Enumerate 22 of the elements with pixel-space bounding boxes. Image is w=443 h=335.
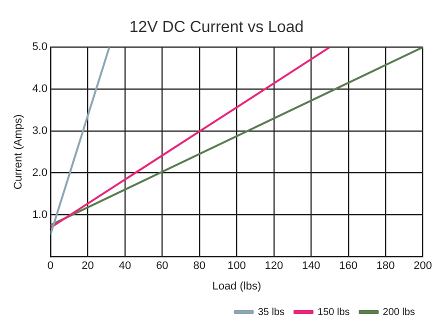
y-tick-label: 5.0 (32, 41, 48, 54)
legend-label: 35 lbs (258, 306, 285, 318)
x-tick-label: 80 (193, 260, 206, 272)
x-tick-label: 200 (414, 260, 432, 272)
x-tick-label: 20 (82, 260, 94, 272)
x-tick-label: 40 (118, 260, 132, 272)
x-axis-title: Load (lbs) (212, 280, 262, 292)
x-tick-label: 180 (376, 260, 395, 272)
legend-label: 150 lbs (318, 306, 350, 318)
x-tick-label: 0 (47, 260, 54, 272)
chart-title: 12V DC Current vs Load (129, 19, 304, 36)
x-tick-label: 140 (302, 260, 320, 272)
y-tick-label: 1.0 (32, 208, 48, 221)
y-axis-title: Current (Amps) (12, 114, 25, 190)
y-tick-label: 4.0 (32, 83, 48, 96)
y-tick-label: 3.0 (32, 124, 48, 137)
y-tick-label: 2.0 (32, 166, 48, 179)
x-tick-label: 120 (264, 260, 284, 272)
x-tick-label: 100 (227, 260, 246, 272)
x-tick-label: 60 (156, 260, 168, 272)
legend-label: 200 lbs (382, 306, 416, 318)
x-tick-label: 160 (339, 260, 358, 272)
